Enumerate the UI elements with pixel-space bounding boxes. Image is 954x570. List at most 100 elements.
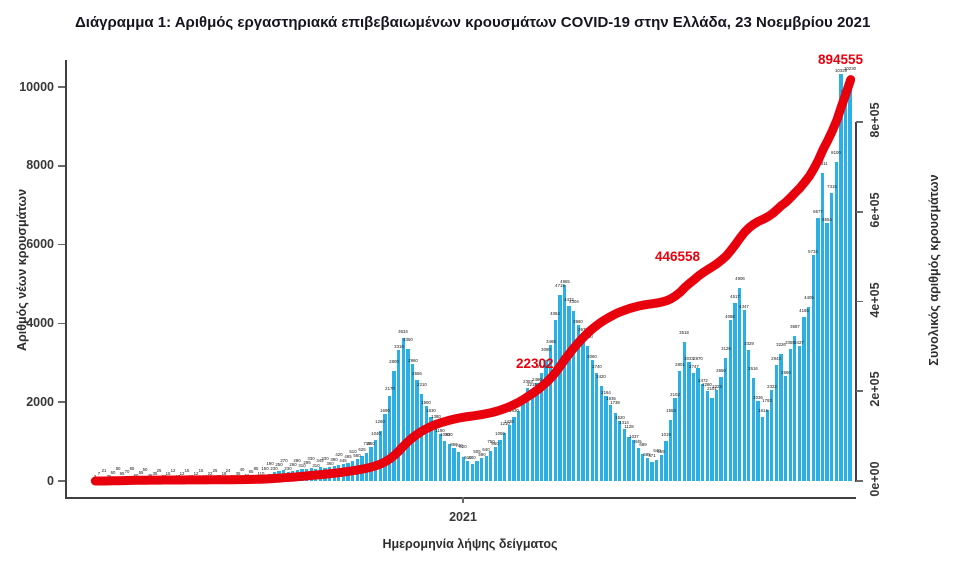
bar-value-label: 3687 bbox=[789, 324, 800, 329]
daily-cases-bar bbox=[604, 395, 608, 481]
left-tick-label: 0 bbox=[47, 473, 54, 488]
chart-title: Διάγραμμα 1: Αριθμός εργαστηριακά επιβεβ… bbox=[75, 14, 871, 31]
x-tick-mark bbox=[462, 497, 464, 503]
bar-value-label: 9716 bbox=[840, 89, 851, 95]
daily-cases-bar bbox=[240, 479, 244, 481]
daily-cases-bar bbox=[318, 467, 323, 481]
bar-value-label: 1128 bbox=[624, 425, 634, 430]
bar-value-label: 52 bbox=[244, 473, 250, 478]
daily-cases-bar bbox=[742, 309, 746, 481]
bar-value-label: 4086 bbox=[725, 314, 736, 319]
left-tick-label: 2000 bbox=[26, 394, 54, 409]
daily-cases-bar bbox=[691, 372, 696, 481]
daily-cases-bar bbox=[424, 406, 428, 481]
daily-cases-bar bbox=[502, 433, 507, 481]
bar-value-label: 4965 bbox=[559, 280, 570, 285]
bar-value-label: 2420 bbox=[596, 374, 607, 379]
daily-cases-bar bbox=[157, 480, 161, 481]
bar-value-label: 3420 bbox=[582, 334, 593, 340]
bar-value-label: 2943 bbox=[771, 356, 782, 361]
daily-cases-bar bbox=[152, 479, 157, 481]
daily-cases-bar bbox=[212, 480, 217, 481]
x-tick-label: 2021 bbox=[449, 510, 477, 524]
daily-cases-bar bbox=[369, 447, 373, 481]
bar-value-label: 2800 bbox=[389, 359, 399, 364]
daily-cases-bar bbox=[576, 325, 580, 481]
daily-cases-bar bbox=[166, 480, 171, 481]
daily-cases-bar bbox=[447, 444, 452, 481]
daily-cases-bar bbox=[327, 466, 332, 481]
daily-cases-bar bbox=[203, 480, 207, 481]
right-axis-title: Συνολικός αριθμός κρουσμάτων bbox=[927, 174, 941, 366]
left-tick-mark bbox=[58, 480, 65, 482]
bar-value-label: 10329 bbox=[834, 68, 847, 73]
daily-cases-bar bbox=[374, 440, 378, 481]
bar-value-label: 1793 bbox=[762, 398, 773, 404]
bar-value-label: 689 bbox=[639, 442, 647, 447]
daily-cases-bar bbox=[751, 377, 756, 481]
daily-cases-bar bbox=[277, 471, 281, 481]
bar-value-label: 1040 bbox=[370, 431, 381, 436]
daily-cases-bar bbox=[618, 421, 622, 481]
daily-cases-bar bbox=[558, 295, 562, 481]
right-tick-mark bbox=[856, 300, 863, 303]
daily-cases-bar bbox=[572, 311, 576, 481]
daily-cases-bar bbox=[337, 464, 341, 481]
daily-cases-bar bbox=[714, 389, 719, 481]
daily-cases-bar bbox=[544, 359, 548, 481]
daily-cases-bar bbox=[793, 335, 797, 481]
daily-cases-bar bbox=[562, 285, 567, 481]
daily-cases-bar bbox=[254, 477, 258, 481]
bar-value-label: 1037 bbox=[628, 434, 639, 440]
bar-value-label: 2660 bbox=[780, 370, 791, 376]
daily-cases-bar bbox=[806, 307, 811, 481]
daily-cases-bar bbox=[724, 357, 728, 481]
daily-cases-bar bbox=[668, 419, 673, 481]
left-tick-label: 10000 bbox=[19, 79, 54, 94]
right-tick-label: 2e+05 bbox=[868, 371, 882, 407]
daily-cases-bar bbox=[245, 479, 249, 481]
bar-value-label: 6677 bbox=[813, 209, 823, 214]
daily-cases-bar bbox=[222, 480, 226, 481]
bar-value-label: 1553 bbox=[665, 408, 676, 413]
daily-cases-bar bbox=[539, 372, 544, 481]
bar-value-label: 7315 bbox=[826, 184, 837, 189]
bar-value-label: 560 bbox=[353, 453, 361, 458]
left-tick-label: 8000 bbox=[26, 158, 54, 173]
right-axis-line bbox=[855, 122, 857, 482]
daily-cases-bar bbox=[701, 383, 705, 481]
bar-value-label: 10230 bbox=[844, 66, 857, 71]
bar-value-label: 1690 bbox=[380, 409, 390, 414]
daily-cases-bar bbox=[664, 440, 668, 481]
bar-value-label: 3670 bbox=[578, 327, 588, 333]
daily-cases-bar bbox=[116, 477, 120, 481]
bar-value-label: 659 bbox=[657, 449, 665, 454]
daily-cases-bar bbox=[185, 480, 189, 481]
left-tick-label: 6000 bbox=[26, 237, 54, 252]
daily-cases-bar bbox=[733, 303, 737, 481]
daily-cases-bar bbox=[687, 361, 691, 481]
daily-cases-bar bbox=[198, 480, 203, 481]
bar-value-label: 1380 bbox=[430, 415, 441, 420]
bar-value-label: 2170 bbox=[384, 387, 395, 392]
daily-cases-bar bbox=[93, 480, 97, 481]
daily-cases-bar bbox=[231, 479, 235, 481]
daily-cases-bar bbox=[650, 462, 654, 481]
daily-cases-bar bbox=[595, 373, 599, 481]
daily-cases-bar bbox=[659, 455, 663, 481]
left-tick-label: 4000 bbox=[26, 315, 54, 330]
daily-cases-bar bbox=[710, 398, 714, 481]
daily-cases-bar bbox=[654, 459, 659, 481]
bar-value-label: 3350 bbox=[403, 337, 413, 342]
bar-value-label: 4347 bbox=[739, 304, 750, 309]
daily-cases-bar bbox=[493, 447, 498, 481]
daily-cases-bar bbox=[364, 452, 369, 481]
bar-value-label: 2747 bbox=[688, 364, 699, 369]
daily-cases-bar bbox=[332, 465, 336, 481]
bar-value-label: 930 bbox=[445, 432, 454, 438]
bar-value-label: 3080 bbox=[541, 348, 551, 353]
daily-cases-bar bbox=[143, 479, 148, 481]
bar-value-label: 2323 bbox=[711, 384, 722, 389]
bar-value-label: 3329 bbox=[743, 341, 754, 346]
